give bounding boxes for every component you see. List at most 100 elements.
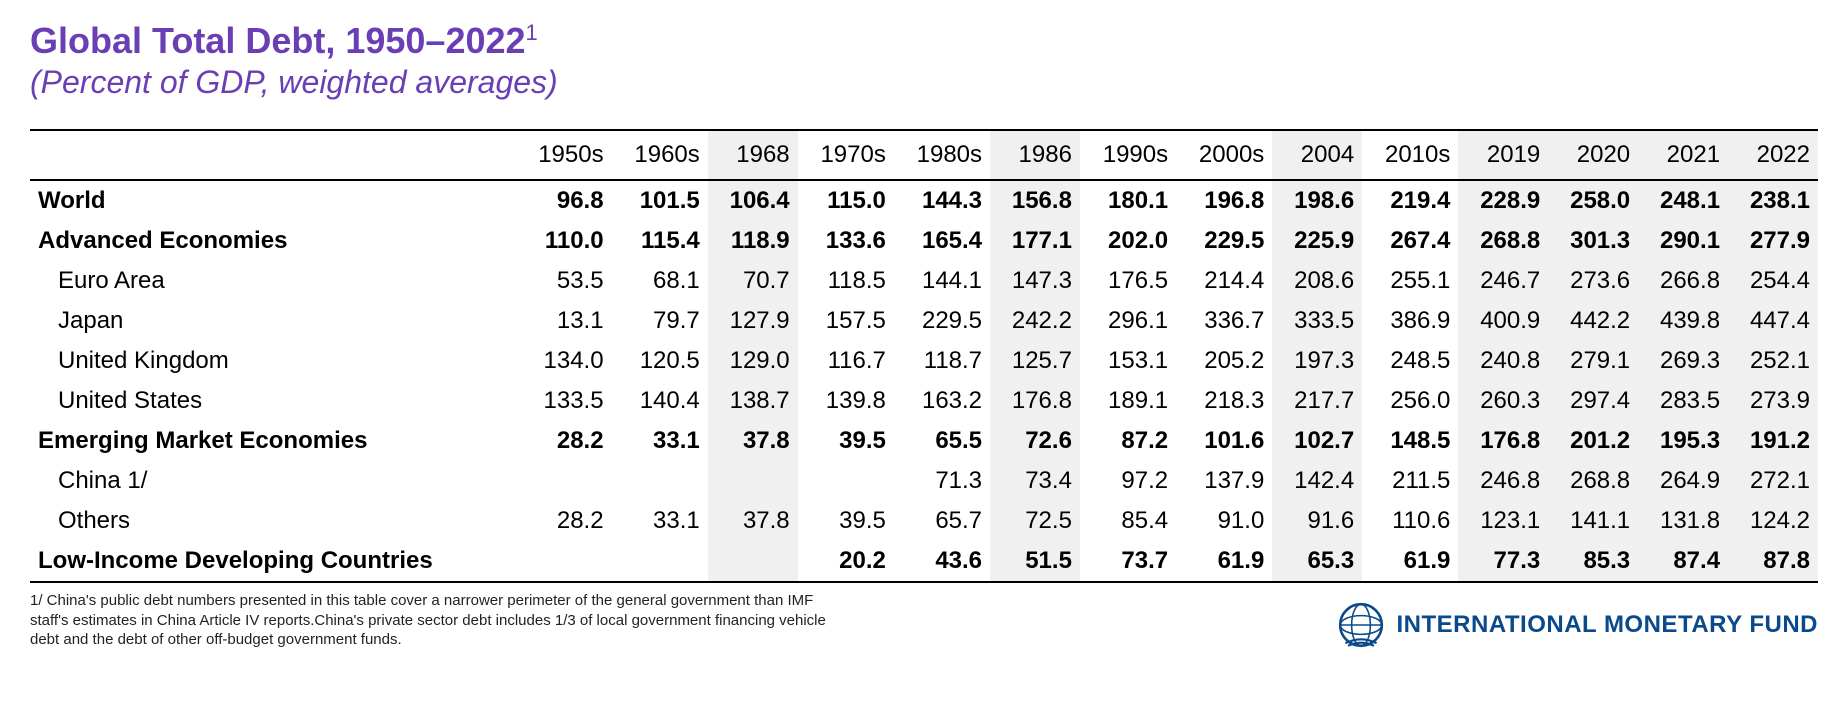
cell-value: 252.1 — [1728, 341, 1818, 381]
cell-value: 277.9 — [1728, 221, 1818, 261]
table-row: United Kingdom134.0120.5129.0116.7118.71… — [30, 341, 1818, 381]
row-label: China 1/ — [30, 461, 515, 501]
cell-value: 71.3 — [894, 461, 990, 501]
cell-value: 447.4 — [1728, 301, 1818, 341]
cell-value: 229.5 — [1176, 221, 1272, 261]
cell-value: 138.7 — [708, 381, 798, 421]
cell-value: 266.8 — [1638, 261, 1728, 301]
cell-value: 163.2 — [894, 381, 990, 421]
cell-value — [708, 461, 798, 501]
cell-value: 102.7 — [1272, 421, 1362, 461]
cell-value: 20.2 — [798, 541, 894, 582]
cell-value: 28.2 — [515, 501, 611, 541]
cell-value: 228.9 — [1458, 180, 1548, 221]
cell-value: 85.4 — [1080, 501, 1176, 541]
page-title: Global Total Debt, 1950–20221 — [30, 20, 1818, 62]
cell-value: 386.9 — [1362, 301, 1458, 341]
table-row: China 1/71.373.497.2137.9142.4211.5246.8… — [30, 461, 1818, 501]
cell-value: 118.9 — [708, 221, 798, 261]
cell-value: 176.8 — [1458, 421, 1548, 461]
cell-value — [515, 541, 611, 582]
row-label: Advanced Economies — [30, 221, 515, 261]
cell-value: 197.3 — [1272, 341, 1362, 381]
cell-value: 39.5 — [798, 501, 894, 541]
cell-value: 256.0 — [1362, 381, 1458, 421]
page-subtitle: (Percent of GDP, weighted averages) — [30, 64, 1818, 101]
cell-value: 87.8 — [1728, 541, 1818, 582]
row-label: Low-Income Developing Countries — [30, 541, 515, 582]
cell-value: 134.0 — [515, 341, 611, 381]
cell-value: 65.3 — [1272, 541, 1362, 582]
cell-value: 214.4 — [1176, 261, 1272, 301]
cell-value: 439.8 — [1638, 301, 1728, 341]
column-header: 1986 — [990, 130, 1080, 180]
cell-value: 273.9 — [1728, 381, 1818, 421]
column-header: 1960s — [612, 130, 708, 180]
cell-value: 246.7 — [1458, 261, 1548, 301]
cell-value: 225.9 — [1272, 221, 1362, 261]
cell-value — [612, 461, 708, 501]
cell-value: 273.6 — [1548, 261, 1638, 301]
cell-value: 211.5 — [1362, 461, 1458, 501]
cell-value: 33.1 — [612, 501, 708, 541]
cell-value: 283.5 — [1638, 381, 1728, 421]
cell-value: 43.6 — [894, 541, 990, 582]
cell-value: 87.2 — [1080, 421, 1176, 461]
cell-value: 333.5 — [1272, 301, 1362, 341]
cell-value: 120.5 — [612, 341, 708, 381]
cell-value: 246.8 — [1458, 461, 1548, 501]
imf-logo-text: INTERNATIONAL MONETARY FUND — [1397, 611, 1819, 639]
column-header: 1968 — [708, 130, 798, 180]
table-row: Advanced Economies110.0115.4118.9133.616… — [30, 221, 1818, 261]
cell-value: 144.1 — [894, 261, 990, 301]
column-header — [30, 130, 515, 180]
row-label: Japan — [30, 301, 515, 341]
cell-value: 248.1 — [1638, 180, 1728, 221]
cell-value: 219.4 — [1362, 180, 1458, 221]
cell-value: 51.5 — [990, 541, 1080, 582]
column-header: 1950s — [515, 130, 611, 180]
column-header: 2019 — [1458, 130, 1548, 180]
cell-value: 336.7 — [1176, 301, 1272, 341]
cell-value: 101.6 — [1176, 421, 1272, 461]
table-body: World96.8101.5106.4115.0144.3156.8180.11… — [30, 180, 1818, 582]
cell-value: 269.3 — [1638, 341, 1728, 381]
cell-value: 37.8 — [708, 501, 798, 541]
cell-value: 91.0 — [1176, 501, 1272, 541]
cell-value: 260.3 — [1458, 381, 1548, 421]
cell-value: 124.2 — [1728, 501, 1818, 541]
table-row: Emerging Market Economies28.233.137.839.… — [30, 421, 1818, 461]
cell-value: 79.7 — [612, 301, 708, 341]
cell-value: 254.4 — [1728, 261, 1818, 301]
cell-value: 65.7 — [894, 501, 990, 541]
cell-value: 217.7 — [1272, 381, 1362, 421]
cell-value: 73.7 — [1080, 541, 1176, 582]
cell-value: 70.7 — [708, 261, 798, 301]
cell-value: 72.5 — [990, 501, 1080, 541]
column-header: 2022 — [1728, 130, 1818, 180]
cell-value: 297.4 — [1548, 381, 1638, 421]
cell-value: 39.5 — [798, 421, 894, 461]
cell-value: 195.3 — [1638, 421, 1728, 461]
cell-value — [798, 461, 894, 501]
cell-value: 208.6 — [1272, 261, 1362, 301]
column-header: 1990s — [1080, 130, 1176, 180]
cell-value: 148.5 — [1362, 421, 1458, 461]
cell-value: 201.2 — [1548, 421, 1638, 461]
cell-value — [708, 541, 798, 582]
cell-value: 238.1 — [1728, 180, 1818, 221]
cell-value: 157.5 — [798, 301, 894, 341]
cell-value: 229.5 — [894, 301, 990, 341]
cell-value: 196.8 — [1176, 180, 1272, 221]
table-row: Others28.233.137.839.565.772.585.491.091… — [30, 501, 1818, 541]
cell-value: 61.9 — [1176, 541, 1272, 582]
cell-value: 139.8 — [798, 381, 894, 421]
cell-value: 118.5 — [798, 261, 894, 301]
cell-value: 133.5 — [515, 381, 611, 421]
cell-value: 110.6 — [1362, 501, 1458, 541]
column-header: 2010s — [1362, 130, 1458, 180]
table-row: United States133.5140.4138.7139.8163.217… — [30, 381, 1818, 421]
cell-value: 13.1 — [515, 301, 611, 341]
cell-value: 290.1 — [1638, 221, 1728, 261]
cell-value: 85.3 — [1548, 541, 1638, 582]
